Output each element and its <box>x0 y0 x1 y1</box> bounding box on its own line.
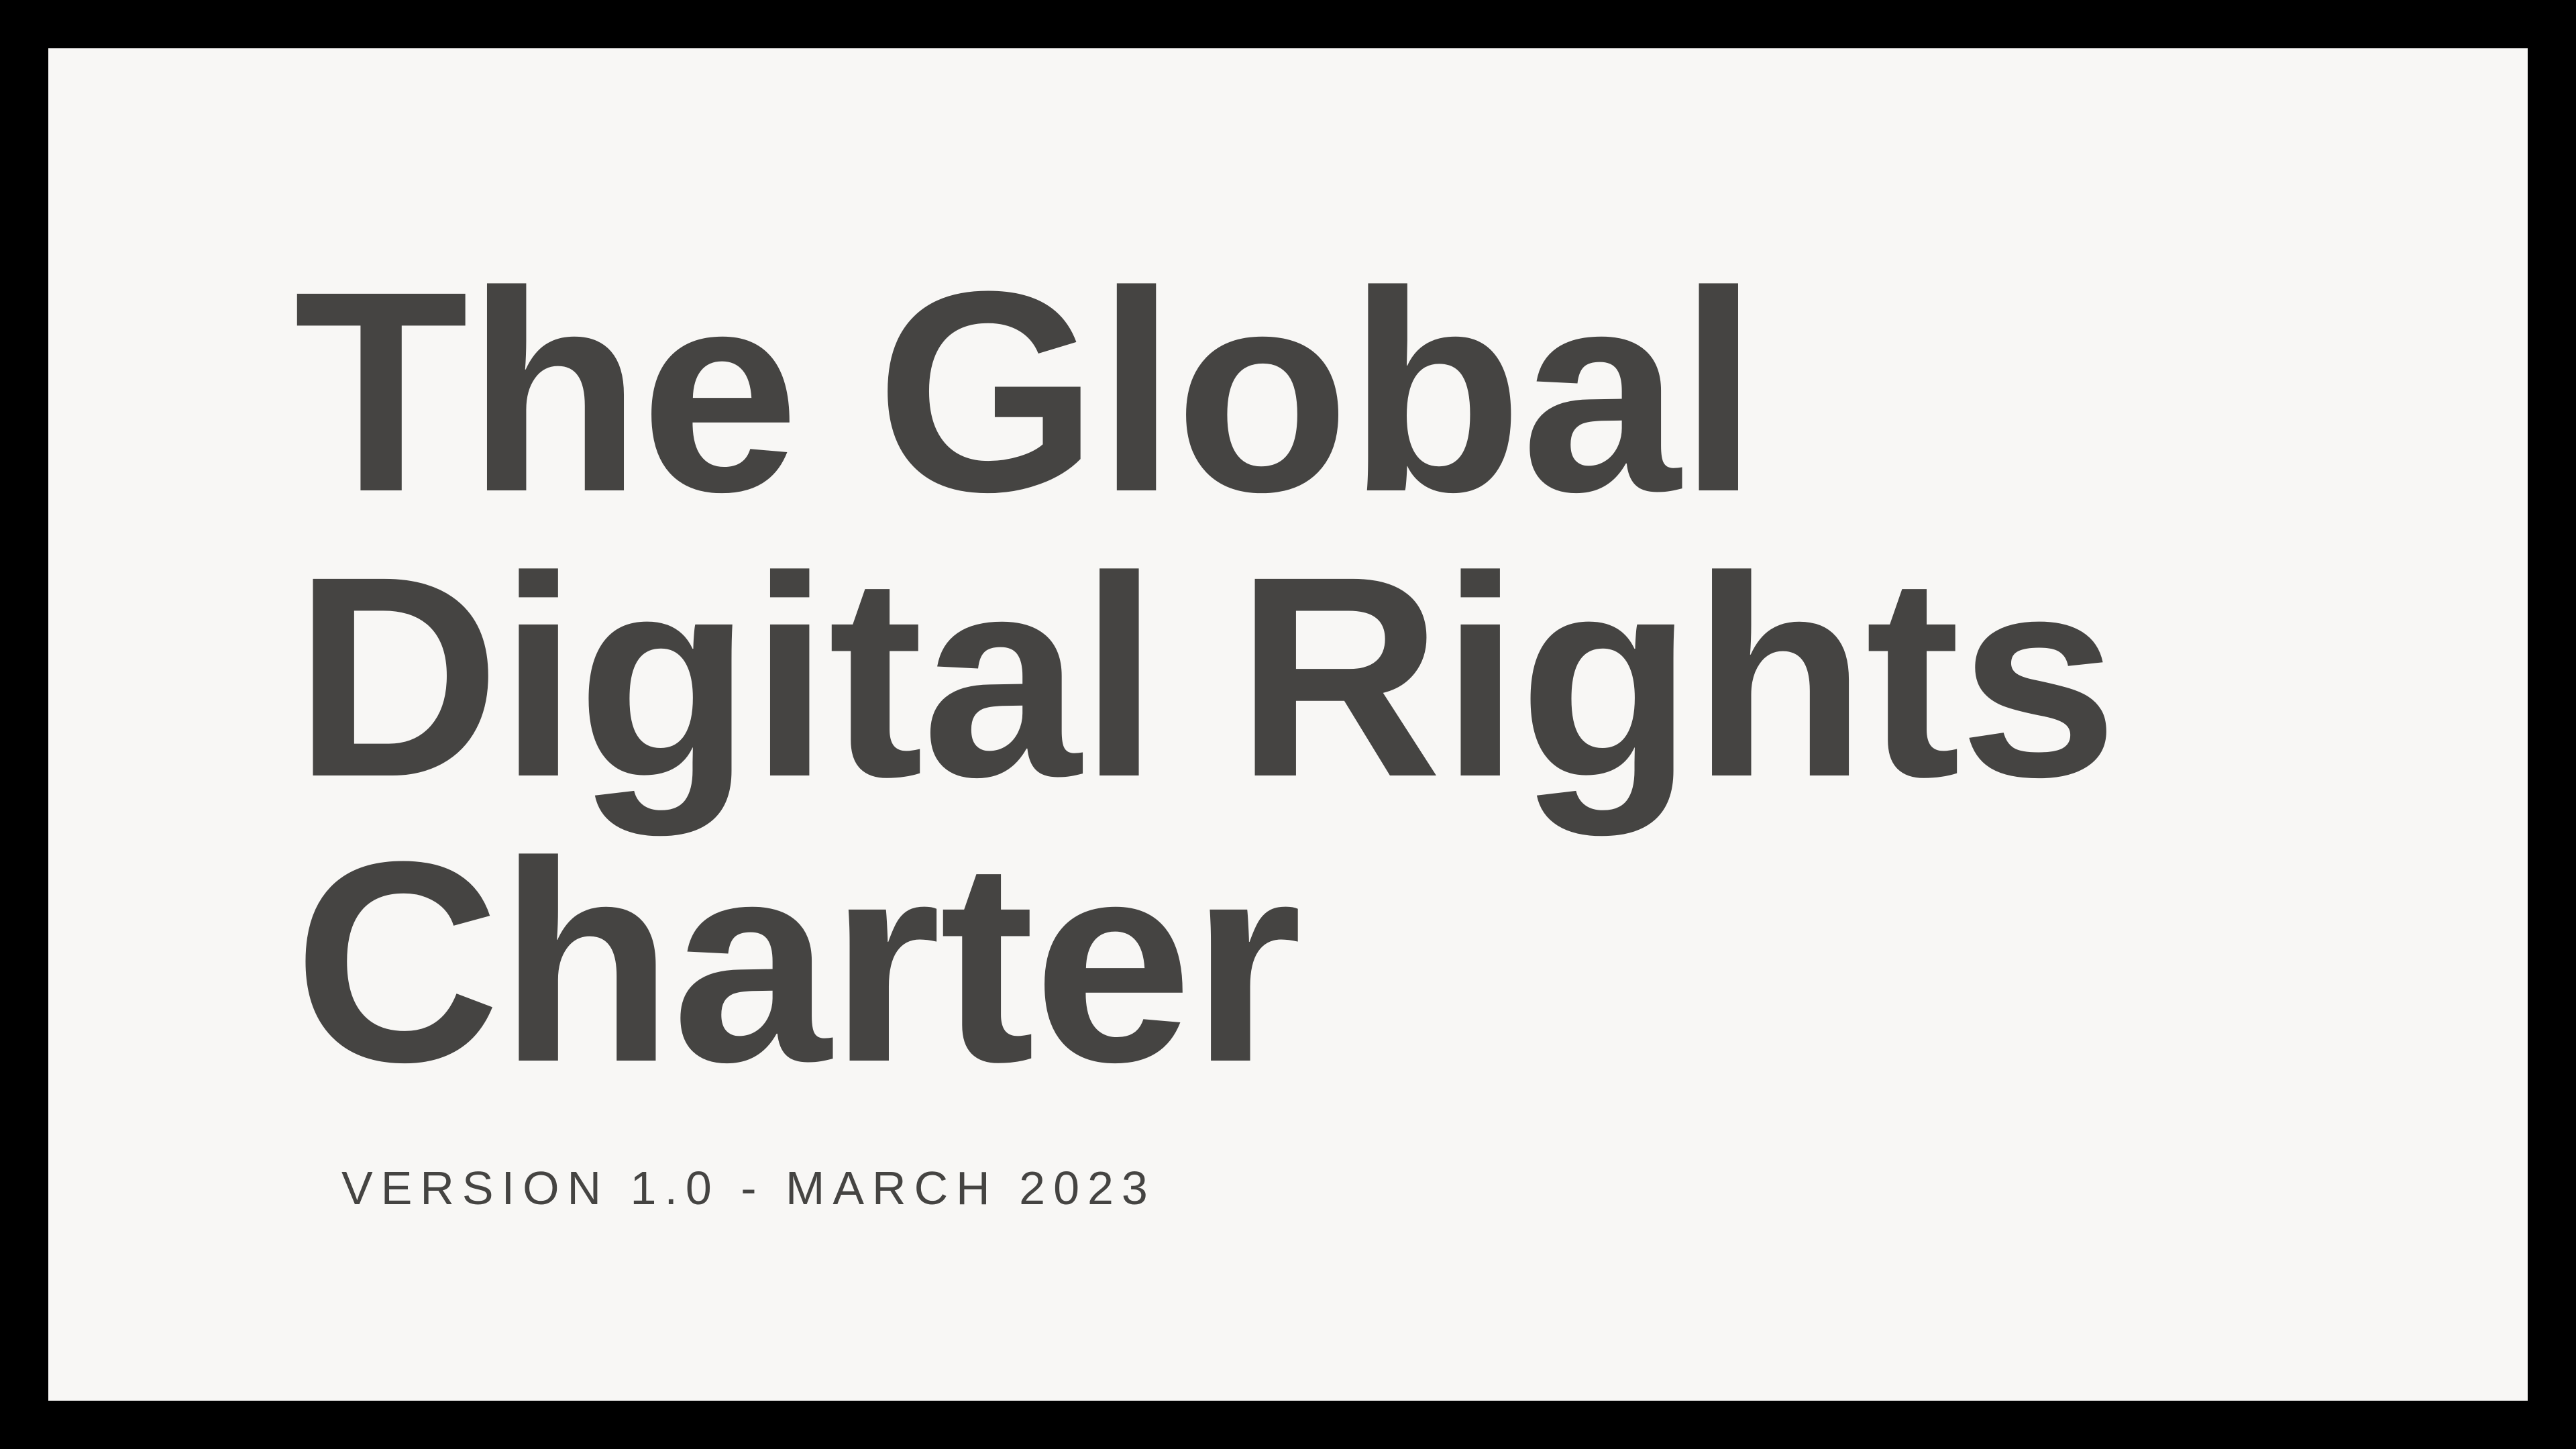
slide-panel: The Global Digital Rights Charter VERSIO… <box>48 48 2528 1401</box>
slide-subtitle: VERSION 1.0 - MARCH 2023 <box>341 1162 1156 1214</box>
slide-title: The Global Digital Rights Charter <box>294 232 2118 1122</box>
title-line: Charter <box>294 802 1302 1122</box>
title-line: The Global <box>294 232 1758 551</box>
title-line: Digital Rights <box>294 517 2118 837</box>
